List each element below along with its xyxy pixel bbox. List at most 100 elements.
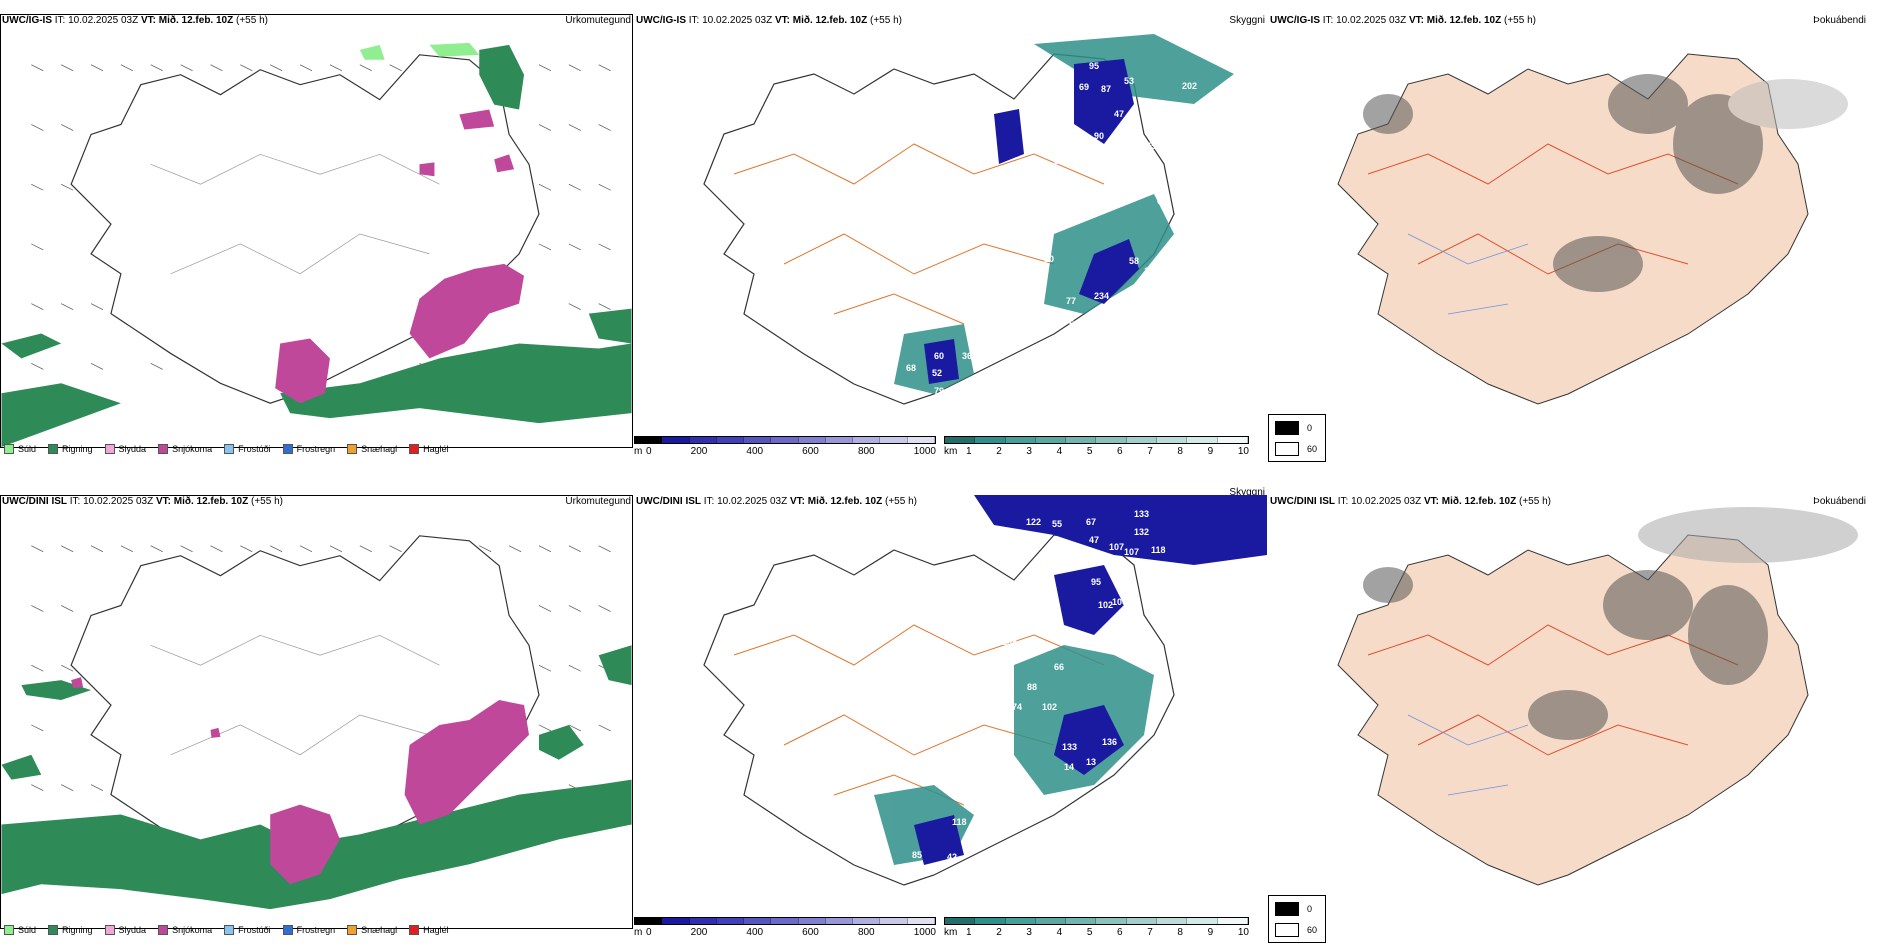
svg-text:61: 61 <box>1139 98 1149 108</box>
swatch-rigning <box>48 925 59 935</box>
header-title: UWC/DINI ISL IT: 10.02.2025 03Z VT: Mið.… <box>636 496 917 507</box>
fog-header-row2: UWC/DINI ISL IT: 10.02.2025 03Z VT: Mið.… <box>1268 493 1900 511</box>
snow-areas <box>275 109 525 404</box>
svg-text:53: 53 <box>1124 76 1134 86</box>
panel-name: Úrkomutegund <box>565 15 631 26</box>
precip-map-row2 <box>0 495 633 929</box>
height-unit: m <box>634 446 643 457</box>
legend-item: Frostregn <box>282 444 335 454</box>
svg-text:95: 95 <box>1089 61 1099 71</box>
fog-shading <box>1363 74 1848 292</box>
swatch-sld <box>4 444 14 454</box>
swatch-slydda <box>104 925 115 935</box>
swatch-frostregn <box>282 444 293 454</box>
header-title: UWC/IG-IS IT: 10.02.2025 03Z VT: Mið. 12… <box>2 15 268 26</box>
svg-text:67: 67 <box>1086 517 1096 527</box>
legend-item: Slydda <box>104 444 146 454</box>
svg-text:118: 118 <box>952 817 967 827</box>
swatch-frostudi <box>224 444 235 454</box>
precip-legend-row1: Súld Rigning Slydda Snjókoma Frostúði Fr… <box>4 444 461 454</box>
panel-name: Þokuábendi <box>1813 496 1866 507</box>
legend-item: Haglél <box>409 925 449 935</box>
svg-text:13: 13 <box>1086 757 1096 767</box>
svg-text:102: 102 <box>1098 600 1113 610</box>
cloud-bar <box>944 917 1249 925</box>
height-colorbar-row2: m 0 200 400 600 800 1000 km 1 2 3 4 5 6 7 8 9 10 <box>634 917 1254 945</box>
svg-text:85: 85 <box>912 850 922 860</box>
svg-text:74: 74 <box>1012 702 1022 712</box>
height-bar <box>634 917 936 925</box>
swatch-snjokoma <box>158 925 169 935</box>
snow-areas <box>71 677 530 885</box>
precip-panel-row1: UWC/IG-IS IT: 10.02.2025 03Z VT: Mið. 12… <box>0 12 633 464</box>
legend-item: Snjókoma <box>158 444 212 454</box>
cloud-unit: km <box>944 446 958 457</box>
svg-text:202: 202 <box>1182 81 1197 91</box>
height-ticks: 0 200 400 600 800 1000 <box>646 446 936 457</box>
legend-item: Frostúði <box>224 444 271 454</box>
legend-item: Rigning <box>48 444 93 454</box>
cloud-ticks: 1 2 3 4 5 6 7 8 9 10 <box>966 446 1249 457</box>
height-ticks: 0 200 400 600 800 1000 <box>646 927 936 938</box>
svg-text:90: 90 <box>1094 131 1104 141</box>
svg-text:12: 12 <box>1049 211 1059 221</box>
legend-item: Frostregn <box>282 925 335 935</box>
fog-legend-item: 60 <box>1275 923 1317 937</box>
svg-text:53: 53 <box>1069 319 1079 329</box>
svg-text:62: 62 <box>1106 559 1116 569</box>
svg-text:85: 85 <box>1146 605 1156 615</box>
swatch-frostudi <box>224 925 235 935</box>
svg-text:79: 79 <box>934 386 944 396</box>
svg-text:68: 68 <box>906 363 916 373</box>
svg-text:87: 87 <box>1101 84 1111 94</box>
svg-text:88: 88 <box>1027 682 1037 692</box>
fog-header-row1: UWC/IG-IS IT: 10.02.2025 03Z VT: Mið. 12… <box>1268 12 1900 30</box>
legend-item: Snæhagl <box>347 925 397 935</box>
svg-text:47: 47 <box>1114 109 1124 119</box>
cloud-header-row1: UWC/IG-IS IT: 10.02.2025 03Z VT: Mið. 12… <box>634 12 1267 30</box>
svg-text:66: 66 <box>1054 662 1064 672</box>
svg-text:82: 82 <box>1054 156 1064 166</box>
rain-areas <box>1 44 632 447</box>
fog-legend-item: 60 <box>1275 442 1317 456</box>
precip-legend-row2: Súld Rigning Slydda Snjókoma Frostúði Fr… <box>4 925 461 935</box>
panel-name: Þokuábendi <box>1813 15 1866 26</box>
swatch-sld <box>4 925 14 935</box>
fog-legend-row1: 0 60 <box>1268 414 1326 462</box>
panel-name: Úrkomutegund <box>565 496 631 507</box>
svg-text:55: 55 <box>1052 519 1062 529</box>
precip-panel-row2: UWC/DINI ISL IT: 10.02.2025 03Z VT: Mið.… <box>0 493 633 945</box>
svg-text:102: 102 <box>1042 702 1057 712</box>
svg-text:234: 234 <box>1094 291 1109 301</box>
fog-legend-item: 0 <box>1275 902 1312 916</box>
fog-legend-row2: 0 60 <box>1268 895 1326 943</box>
svg-text:78: 78 <box>999 168 1009 178</box>
low-cloud-areas <box>914 495 1267 865</box>
legend-item: Rigning <box>48 925 93 935</box>
swatch-snjokoma <box>158 444 169 454</box>
height-unit: m <box>634 927 643 938</box>
drizzle-areas <box>359 42 480 60</box>
cloud-value-labels: 85 95 69 87 53 47 61 202 642 236 90 75 1… <box>784 61 1247 396</box>
legend-item: Frostúði <box>224 925 271 935</box>
svg-text:101: 101 <box>1144 266 1159 276</box>
cloud-bar <box>944 436 1249 444</box>
svg-text:72: 72 <box>974 141 984 151</box>
legend-item: Súld <box>4 444 36 454</box>
svg-text:10: 10 <box>1044 254 1054 264</box>
fog-map-row2 <box>1337 507 1858 886</box>
legend-item: Snæhagl <box>347 444 397 454</box>
cloud-unit: km <box>944 927 958 938</box>
svg-text:110: 110 <box>1099 151 1114 161</box>
header-title: UWC/DINI ISL IT: 10.02.2025 03Z VT: Mið.… <box>2 496 283 507</box>
svg-text:75: 75 <box>1146 141 1156 151</box>
swatch-haglel <box>409 444 420 454</box>
cloud-panel-row1: UWC/IG-IS IT: 10.02.2025 03Z VT: Mið. 12… <box>634 12 1267 464</box>
svg-text:52: 52 <box>1029 126 1039 136</box>
svg-text:133: 133 <box>1062 742 1077 752</box>
svg-text:60: 60 <box>934 351 944 361</box>
legend-item: Snjókoma <box>158 925 212 935</box>
svg-text:36: 36 <box>962 351 972 361</box>
swatch-frostregn <box>282 925 293 935</box>
svg-text:122: 122 <box>1026 517 1041 527</box>
